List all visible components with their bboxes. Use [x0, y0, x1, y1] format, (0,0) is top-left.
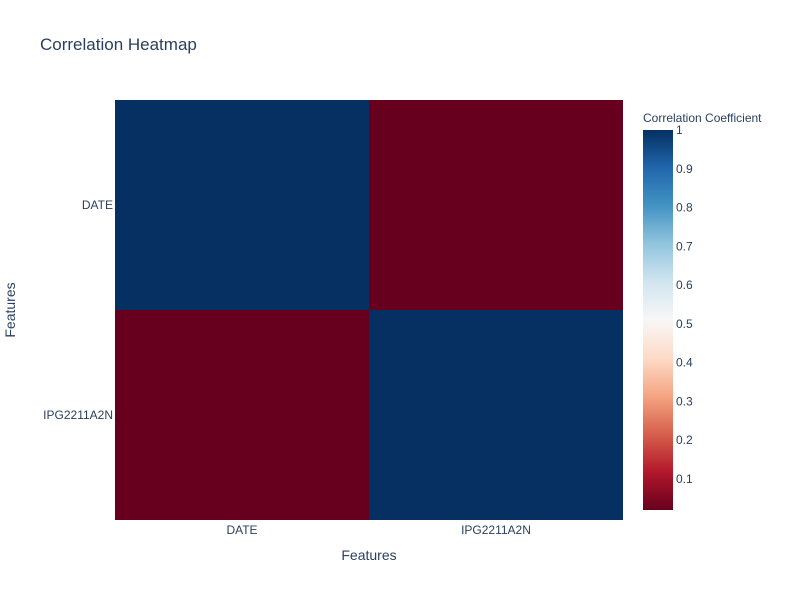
colorbar-tick-label: 0.8	[676, 201, 693, 215]
heatmap-cell-0-1	[369, 100, 623, 310]
x-tick-label: DATE	[226, 523, 257, 537]
colorbar-title: Correlation Coefficient	[643, 111, 762, 125]
colorbar: Correlation Coefficient 0.10.20.30.40.50…	[643, 111, 762, 510]
colorbar-tick-label: 0.6	[676, 278, 693, 292]
x-axis-ticks: DATE IPG2211A2N	[226, 523, 530, 537]
colorbar-ticks: 0.1 0.2 0.3 0.4 0.5 0.6 0.7 0.8 0.9 1	[676, 123, 693, 486]
colorbar-tick-label: 0.2	[676, 433, 693, 447]
heatmap-cell-1-1	[369, 310, 623, 520]
heatmap-cell-1-0	[115, 310, 369, 520]
colorbar-tick-label: 0.9	[676, 162, 693, 176]
colorbar-tick-label: 0.3	[676, 394, 693, 408]
colorbar-tick-label: 0.7	[676, 239, 693, 253]
heatmap-cells	[115, 100, 623, 520]
y-tick-label: DATE	[82, 198, 113, 212]
y-axis-ticks: DATE IPG2211A2N	[43, 198, 113, 422]
colorbar-gradient	[643, 130, 673, 510]
y-tick-label: IPG2211A2N	[43, 408, 113, 422]
colorbar-tick-label: 1	[676, 123, 683, 137]
colorbar-tick-label: 0.1	[676, 472, 693, 486]
colorbar-tick-label: 0.5	[676, 317, 693, 331]
chart-title: Correlation Heatmap	[40, 35, 197, 54]
heatmap-cell-0-0	[115, 100, 369, 310]
x-tick-label: IPG2211A2N	[461, 523, 531, 537]
y-axis-title: Features	[2, 282, 18, 337]
colorbar-tick-label: 0.4	[676, 356, 693, 370]
x-axis-title: Features	[341, 547, 396, 563]
